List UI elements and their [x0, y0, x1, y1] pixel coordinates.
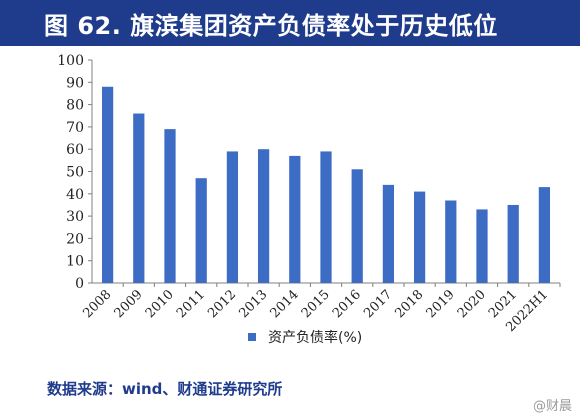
bar: [320, 151, 332, 283]
x-tick-label: 2014: [268, 287, 302, 321]
x-tick-label: 2012: [205, 287, 239, 321]
bar-chart: 0102030405060708090100200820092010201120…: [57, 53, 561, 346]
bar: [133, 113, 145, 284]
bar: [538, 187, 551, 283]
x-tick-label: 2017: [361, 287, 395, 321]
source-note: 数据来源：wind、财通证券研究所: [47, 380, 283, 398]
y-tick-label: 40: [66, 187, 84, 203]
figure-title: 图 62. 旗滨集团资产负债率处于历史低位: [44, 11, 498, 40]
x-tick-label: 2018: [392, 287, 426, 321]
x-tick-label: 2009: [112, 287, 146, 321]
y-tick-label: 100: [57, 53, 84, 69]
bar: [413, 191, 426, 283]
y-tick-label: 30: [66, 209, 84, 225]
legend-label: 资产负债率(%): [268, 329, 362, 346]
x-tick-label: 2013: [236, 287, 270, 321]
bar: [289, 155, 301, 283]
bar: [476, 209, 488, 283]
bar: [195, 178, 207, 283]
y-tick-label: 20: [66, 231, 84, 247]
bar: [382, 184, 395, 283]
bar: [164, 129, 176, 283]
bar: [351, 169, 363, 283]
bar: [226, 151, 239, 283]
x-tick-label: 2020: [455, 287, 489, 321]
bar: [101, 86, 114, 283]
y-tick-label: 70: [66, 120, 84, 136]
chart-area: 0 10 20 30 40 50 60 70 80 90 100 2008 2009 2010 2011 20…: [0, 46, 580, 376]
watermark: @财晨: [532, 399, 572, 414]
y-tick-label: 90: [66, 75, 84, 91]
x-tick-label: 2011: [174, 287, 208, 321]
figure-title-banner: 图 62. 旗滨集团资产负债率处于历史低位: [0, 0, 580, 46]
y-tick-label: 80: [66, 98, 84, 114]
x-tick-label: 2016: [330, 287, 364, 321]
y-tick-label: 50: [66, 165, 84, 181]
bar: [445, 200, 457, 283]
x-tick-label: 2015: [299, 287, 333, 321]
x-tick-label: 2019: [424, 287, 458, 321]
bar: [257, 149, 270, 283]
y-tick-label: 0: [75, 276, 84, 292]
y-tick-label: 10: [66, 254, 84, 270]
x-tick-label: 2010: [143, 287, 177, 321]
legend-swatch: [248, 333, 256, 341]
bar: [507, 204, 519, 283]
x-tick-label: 2008: [80, 287, 114, 321]
y-tick-label: 60: [66, 142, 84, 158]
